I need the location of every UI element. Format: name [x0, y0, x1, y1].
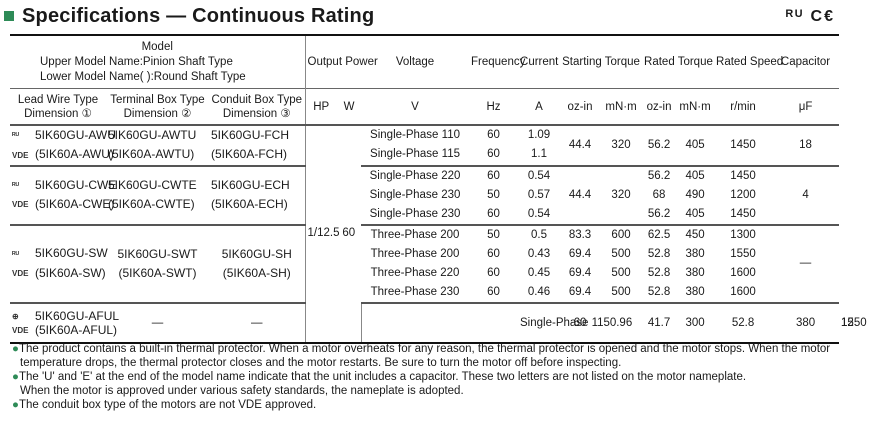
table-row: Three-Phase 220 60 0.45 69.4 500 52.8 38… — [370, 266, 756, 279]
table-row: ᴿᵁ 5IK60GU-SW VDE (5IK60A-SW) 5IK60GU-SWT … — [10, 223, 840, 303]
title-square-icon — [4, 11, 14, 21]
table-row: ᴿᵁ 5IK60GU-AWU 5IK60GU-AWTU 5IK60GU-FCH 1… — [10, 123, 840, 343]
unit-hp: HP — [304, 88, 337, 125]
ul-mark-icon: ᴿᵁ — [12, 181, 20, 191]
title-text: Specifications — Continuous Rating — [22, 4, 375, 27]
note-1-cont: temperature drops, the thermal protector… — [20, 357, 622, 369]
table-row: Single-Phase 230 50 0.57 68 490 1200 — [369, 188, 756, 201]
output-power-header: Output Power — [304, 35, 378, 89]
table-row: ᴿᵁ 5IK60GU-CWE VDE (5IK60A-CWE) 5IK60GU-CW… — [10, 164, 840, 225]
spec-table: Model Upper Model Name:Pinion Shaft Type… — [10, 34, 867, 344]
table-row: Single-Phase 230 60 0.54 56.2 405 1450 — [369, 207, 756, 220]
unit-v: V — [411, 100, 419, 113]
note-2: ●The 'U' and 'E' at the end of the model… — [12, 371, 747, 383]
table-row: Three-Phase 230 60 0.46 69.4 500 52.8 38… — [370, 285, 756, 298]
starting-torque-header: Starting Torque — [562, 56, 640, 68]
table-row: ⊕ 5IK60GU-AFUL VDE (5IK60A-AFUL) — — Singl… — [10, 301, 867, 343]
unit-hz: Hz — [486, 100, 501, 113]
certification-marks: ᴿᵁ C€ — [785, 8, 835, 25]
ul-mark-icon: ᴿᵁ — [12, 131, 20, 141]
conduit-box-header: Conduit Box Type Dimension ③ — [209, 88, 305, 125]
capacitor-header: Capacitor — [780, 56, 831, 68]
model-lead: ᴿᵁ 5IK60GU-AWU — [10, 123, 116, 146]
model-header: Model Upper Model Name:Pinion Shaft Type… — [40, 40, 246, 83]
csa-mark-icon: ⊕ — [12, 311, 19, 321]
unit-a: A — [535, 100, 543, 113]
model-terminal: 5IK60GU-AWTU — [106, 123, 209, 146]
vde-mark-icon: VDE — [12, 200, 29, 210]
unit-mnm: mN·m — [605, 100, 637, 113]
rated-torque-header: Rated Torque — [644, 56, 713, 68]
lead-wire-header: Lead Wire Type Dimension ① — [10, 88, 106, 125]
notes: ●The product contains a built-in thermal… — [12, 342, 852, 412]
model-conduit: 5IK60GU-FCH — [209, 123, 305, 146]
voltage-header: Voltage — [395, 56, 435, 68]
vde-mark-icon: VDE — [12, 150, 29, 160]
unit-mnm-rated: mN·m — [679, 100, 711, 113]
current-header: Current — [520, 56, 559, 68]
terminal-box-header: Terminal Box Type Dimension ② — [106, 88, 209, 125]
output-w: 60 — [337, 124, 362, 343]
unit-ozin: oz-in — [567, 100, 593, 113]
unit-ozin-rated: oz-in — [646, 100, 672, 113]
vde-mark-icon: VDE — [12, 325, 29, 335]
note-2-cont: When the motor is approved under various… — [20, 385, 464, 397]
table-row: VDE (5IK60A-AWU) (5IK60A-AWTU) (5IK60A-FC… — [10, 145, 839, 165]
rated-speed-header: Rated Speed — [716, 56, 784, 68]
note-1: ●The product contains a built-in thermal… — [12, 343, 831, 355]
page-title: Specifications — Continuous Rating — [4, 3, 374, 29]
frequency-header: Frequency — [471, 56, 526, 68]
note-3: ●The conduit box type of the motors are … — [12, 399, 317, 411]
table-row: Three-Phase 200 60 0.43 69.4 500 52.8 38… — [370, 247, 756, 260]
unit-uf: μF — [798, 100, 813, 113]
ul-mark-icon: ᴿᵁ — [12, 249, 20, 259]
unit-w: W — [343, 100, 355, 113]
output-hp: 1/12.5 — [304, 124, 339, 343]
vde-mark-icon: VDE — [12, 268, 29, 278]
unit-rmin: r/min — [730, 100, 756, 113]
